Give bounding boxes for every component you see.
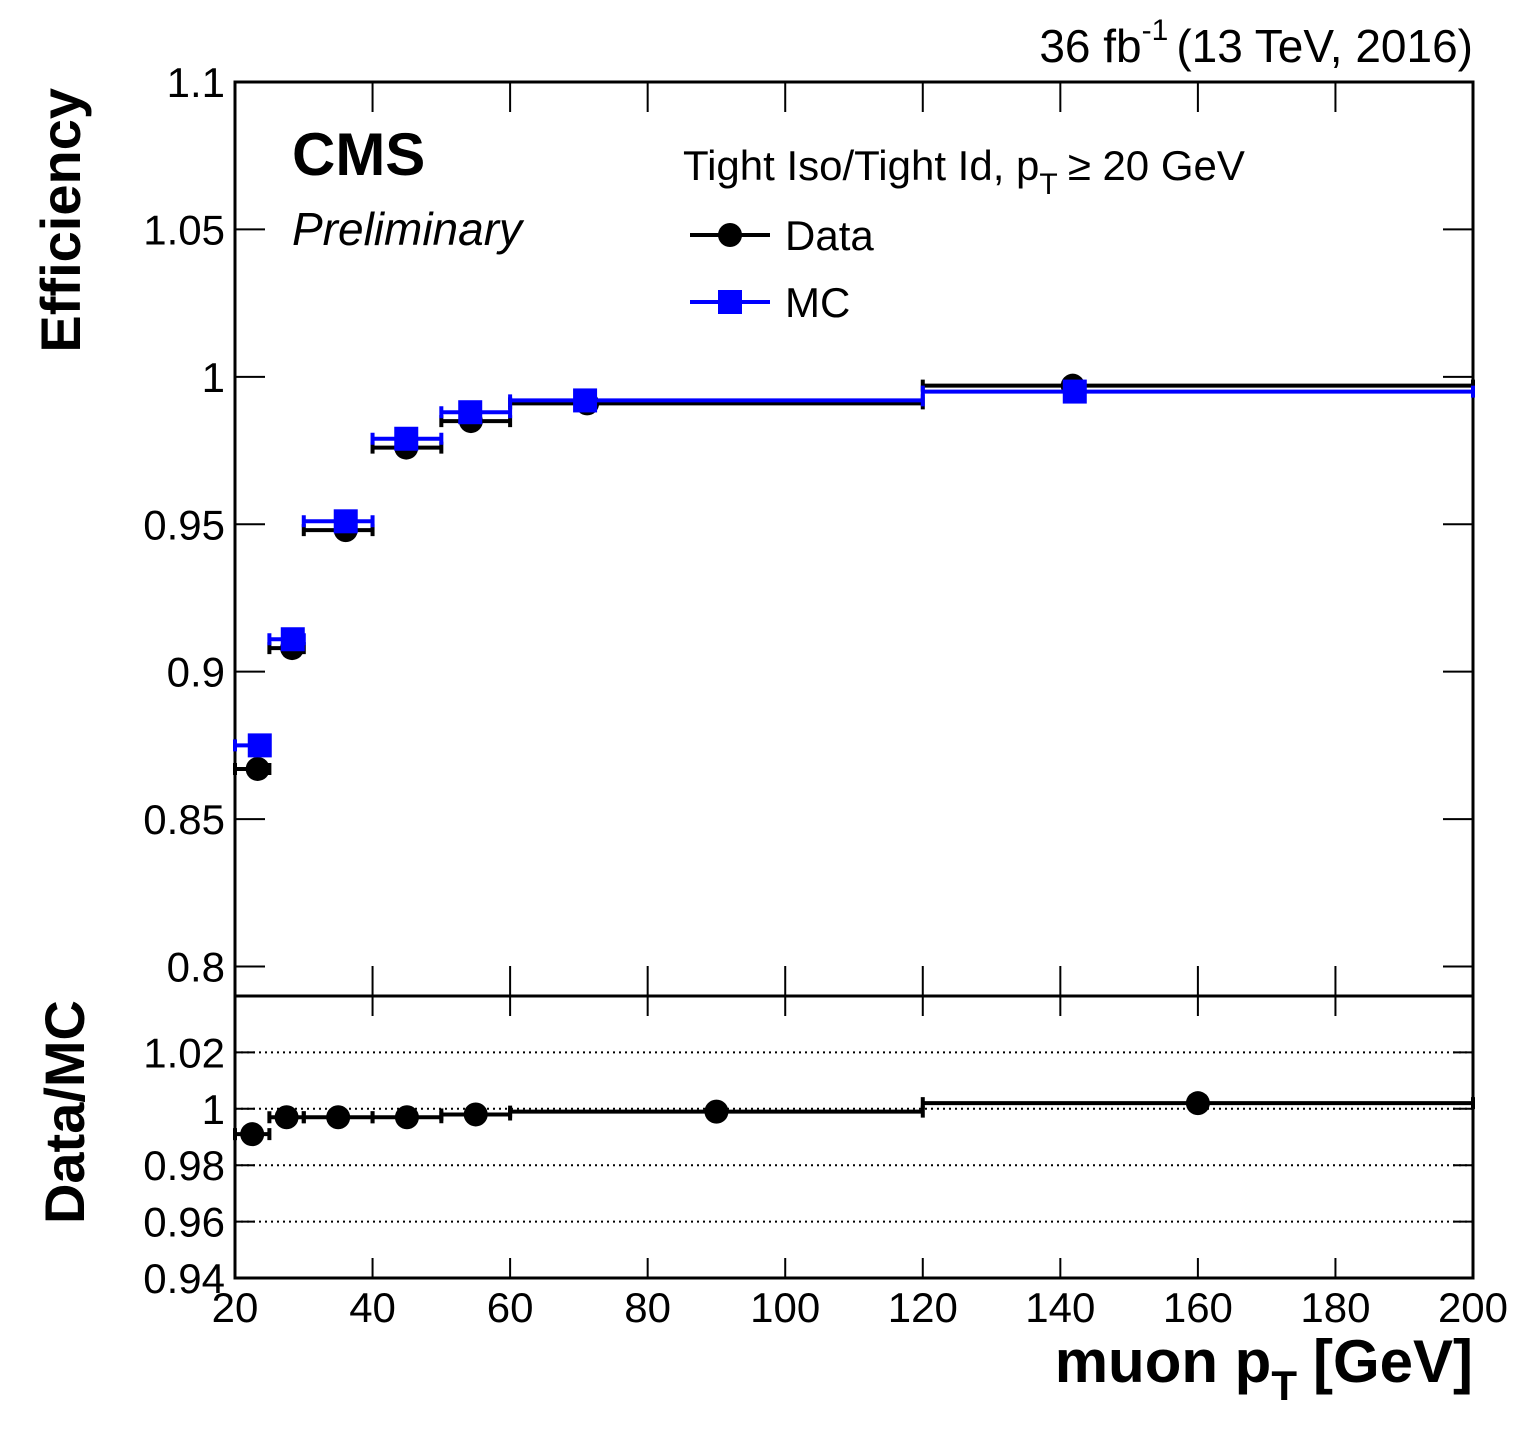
marker <box>274 1105 299 1130</box>
marker <box>1062 379 1087 404</box>
y-tick-label: 0.96 <box>143 1199 225 1246</box>
cms-label: CMS <box>292 121 425 188</box>
x-tick-label: 40 <box>349 1284 396 1331</box>
marker <box>394 1105 419 1130</box>
marker <box>247 733 272 758</box>
lumi-text: 36 fb <box>1039 20 1141 72</box>
legend-marker <box>718 290 742 314</box>
y-tick-label: 0.98 <box>143 1142 225 1189</box>
x-axis-title: muon pT [GeV] <box>1055 1328 1473 1409</box>
x-tick-label: 60 <box>487 1284 534 1331</box>
y-tick-label: 0.9 <box>167 649 225 696</box>
y-tick-label: 0.95 <box>143 501 225 548</box>
marker <box>326 1105 351 1130</box>
preliminary-label: Preliminary <box>292 203 525 255</box>
lumi-text: (13 TeV, 2016) <box>1176 20 1473 72</box>
y-tick-label: 0.8 <box>167 944 225 991</box>
marker <box>280 627 305 652</box>
y-tick-label: 1 <box>202 354 225 401</box>
y-tick-label: 0.85 <box>143 796 225 843</box>
marker <box>458 400 483 425</box>
x-tick-label: 180 <box>1300 1284 1370 1331</box>
y-tick-label: 1.05 <box>143 206 225 253</box>
legend-marker <box>718 223 742 247</box>
y-axis-title: Data/MC <box>33 1000 96 1224</box>
y-tick-label: 1.02 <box>143 1029 225 1076</box>
legend-label: Data <box>785 212 874 259</box>
marker <box>573 388 598 413</box>
legend-title: Tight Iso/Tight Id, pT ≥ 20 GeV <box>683 142 1245 201</box>
legend-title-text: Tight Iso/Tight Id, p <box>683 142 1039 189</box>
y-tick-label: 0.94 <box>143 1255 225 1302</box>
x-tick-label: 100 <box>750 1284 820 1331</box>
legend-label: MC <box>785 279 850 326</box>
legend-title-text: ≥ 20 GeV <box>1068 142 1245 189</box>
x-tick-label: 20 <box>212 1284 259 1331</box>
x-axis-title-text: [GeV] <box>1313 1328 1473 1395</box>
x-tick-label: 80 <box>624 1284 671 1331</box>
y-tick-label: 1.1 <box>167 59 225 106</box>
marker <box>463 1102 488 1127</box>
x-error-bar <box>920 385 1475 398</box>
x-tick-label: 160 <box>1163 1284 1233 1331</box>
y-tick-label: 1 <box>202 1086 225 1133</box>
marker <box>1185 1091 1210 1116</box>
x-tick-label: 200 <box>1438 1284 1508 1331</box>
marker <box>333 509 358 534</box>
x-tick-label: 140 <box>1025 1284 1095 1331</box>
legend-title-sub: T <box>1039 168 1057 201</box>
marker <box>394 426 419 451</box>
marker <box>245 756 270 781</box>
lumi-label: 36 fb-1 (13 TeV, 2016) <box>1039 14 1473 72</box>
lumi-sup: -1 <box>1142 14 1169 47</box>
x-tick-label: 120 <box>888 1284 958 1331</box>
x-axis-title-text: muon p <box>1055 1328 1272 1395</box>
y-axis-title: Efficiency <box>29 88 92 353</box>
marker <box>240 1122 265 1147</box>
marker <box>704 1099 729 1124</box>
x-axis-title-sub: T <box>1271 1362 1297 1409</box>
